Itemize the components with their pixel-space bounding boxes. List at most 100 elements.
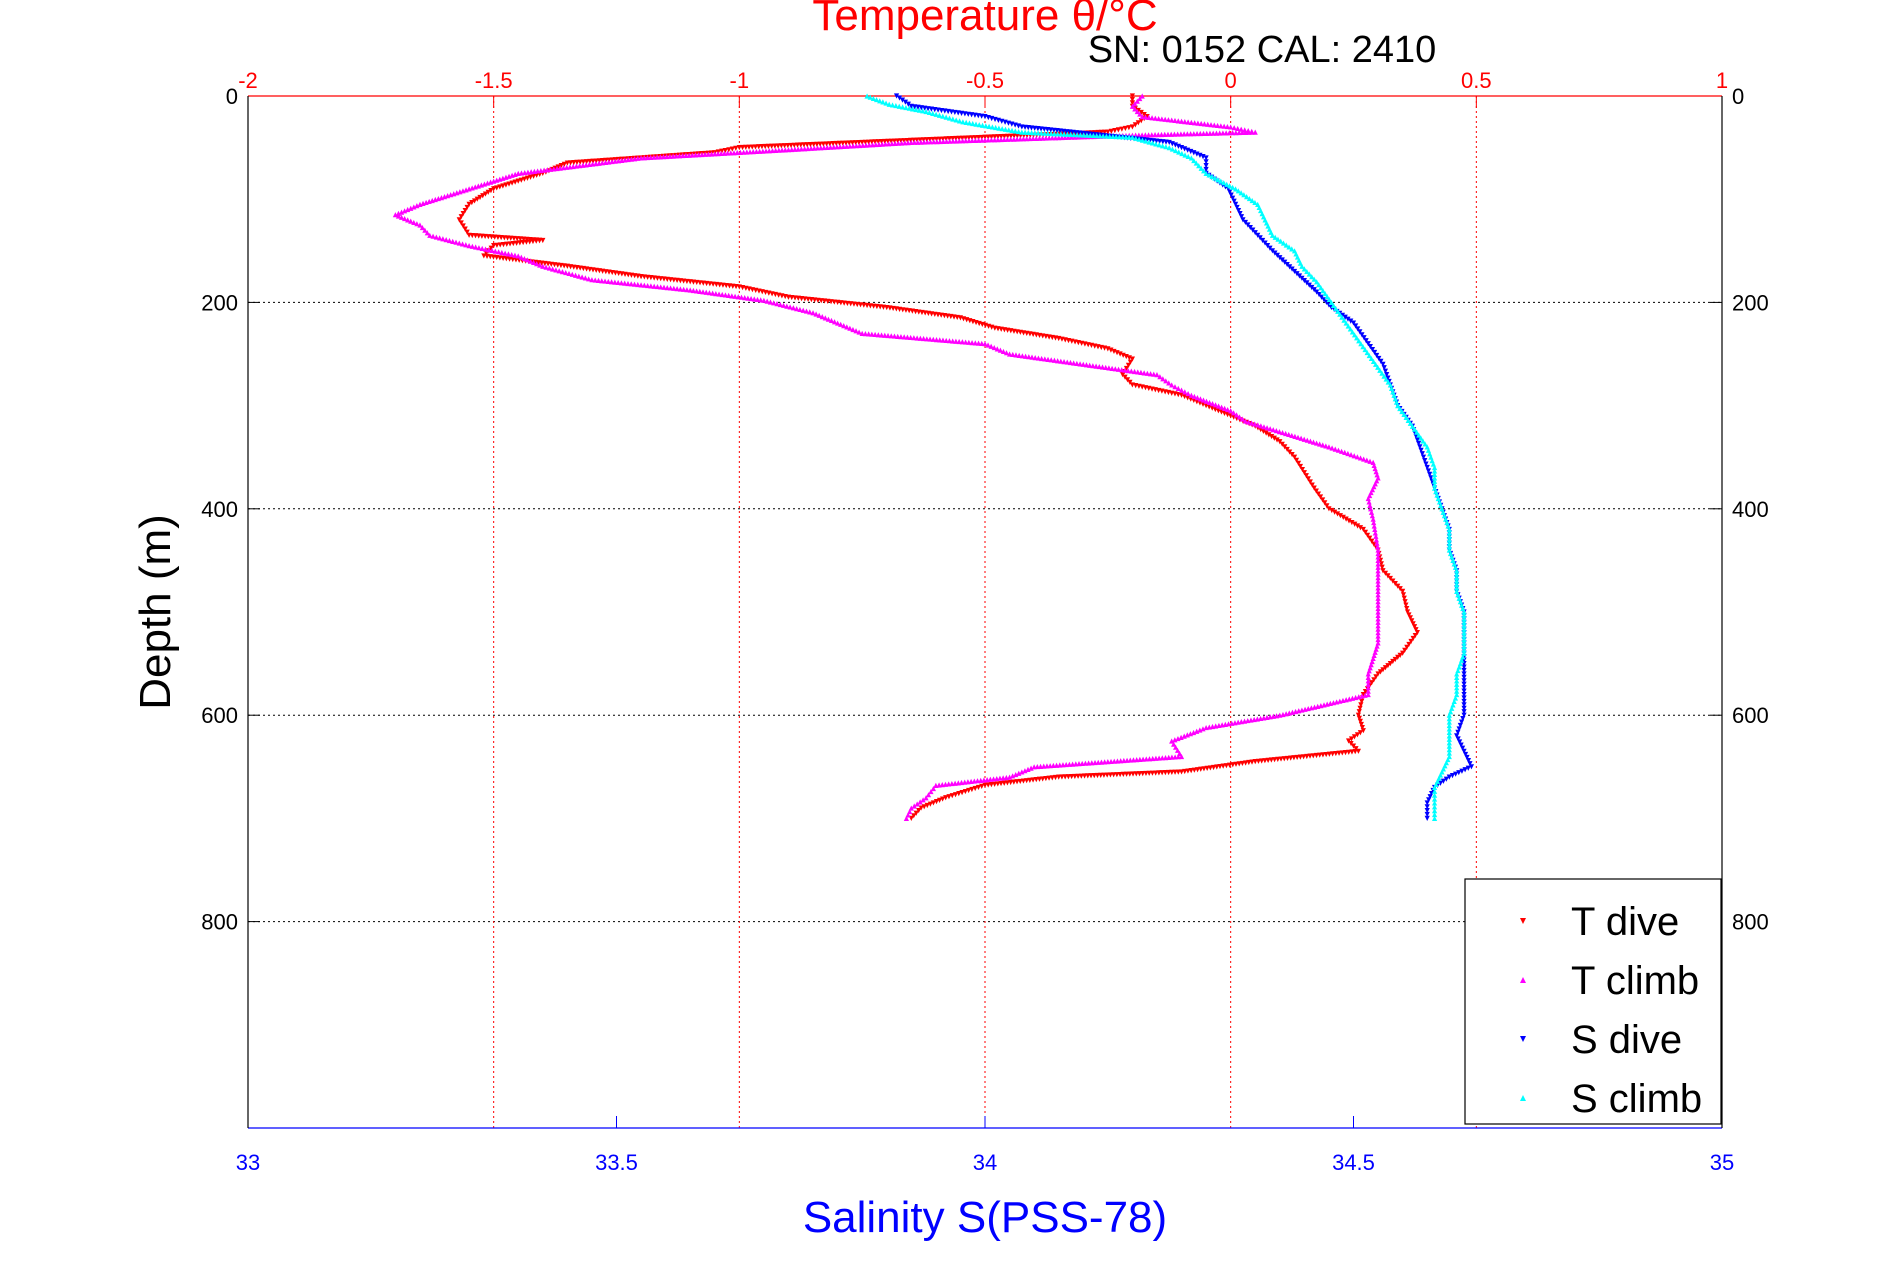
s-dive-point: [1374, 352, 1380, 359]
t-climb-point: [1014, 136, 1020, 142]
t-climb-point: [1017, 136, 1023, 142]
t-dive-point: [1355, 712, 1362, 718]
t-climb-point: [1375, 568, 1381, 574]
t-climb-point: [427, 232, 433, 238]
t-climb-point: [1083, 362, 1090, 368]
t-climb-point: [1077, 361, 1083, 367]
t-climb-point: [931, 139, 937, 145]
t-dive-point: [1402, 647, 1408, 653]
s-climb-point: [1431, 788, 1438, 794]
s-climb-point: [1370, 358, 1377, 364]
s-climb-point: [1431, 815, 1438, 821]
depth-tick-label-right: 0: [1732, 84, 1744, 109]
s-dive-point: [1461, 712, 1467, 718]
t-climb-point: [795, 146, 801, 152]
t-dive-point: [485, 189, 491, 195]
s-climb-point: [1446, 540, 1452, 546]
t-climb-point: [869, 142, 876, 148]
s-climb-point: [1431, 804, 1438, 810]
t-climb-point: [1343, 697, 1349, 703]
t-climb-point: [1261, 715, 1267, 721]
t-climb-point: [1197, 130, 1203, 137]
s-climb-point: [933, 111, 939, 117]
t-climb-point: [423, 199, 429, 206]
t-climb-point: [1233, 130, 1239, 136]
s-climb-point: [1301, 266, 1307, 272]
s-dive-point: [905, 101, 911, 107]
s-climb-point: [1416, 432, 1422, 438]
t-climb-point: [670, 153, 676, 159]
s-climb-point: [1163, 144, 1169, 150]
s-climb-point: [1286, 244, 1292, 250]
s-dive-point: [1309, 284, 1315, 291]
t-dive-point: [1410, 635, 1416, 642]
t-climb-point: [1301, 436, 1307, 442]
t-climb-point: [1375, 581, 1381, 588]
s-dive-point: [1235, 207, 1242, 214]
s-climb-point: [1375, 364, 1381, 370]
t-climb-point: [1157, 374, 1163, 380]
s-climb-point: [1235, 188, 1241, 194]
t-climb-point: [1013, 771, 1019, 778]
s-climb-point: [1169, 146, 1176, 152]
t-climb-point: [1321, 702, 1327, 708]
s-climb-point: [1345, 323, 1351, 329]
s-dive-point: [1456, 726, 1462, 732]
t-dive-point: [1348, 736, 1355, 742]
s-dive-point: [1420, 454, 1427, 460]
t-climb-point: [628, 156, 634, 162]
s-climb-point: [1289, 246, 1295, 252]
t-climb-point: [1289, 709, 1296, 715]
t-climb-point: [1324, 701, 1330, 707]
s-climb-point: [1061, 131, 1067, 137]
s-climb-point: [1446, 537, 1452, 543]
t-climb-point: [1270, 427, 1276, 433]
t-climb-point: [1334, 699, 1340, 705]
t-climb-point: [908, 139, 914, 146]
t-climb-point: [1118, 758, 1124, 764]
t-climb-point: [1206, 399, 1213, 406]
t-dive-point: [1129, 356, 1135, 362]
t-climb-point: [635, 155, 641, 161]
salinity-tick-label: 34: [973, 1150, 997, 1175]
s-dive-point: [1284, 261, 1290, 268]
t-climb-point: [802, 146, 808, 152]
t-climb-point: [988, 343, 994, 349]
s-dive-point: [1424, 808, 1430, 814]
s-climb-point: [1461, 633, 1467, 639]
t-climb-point: [831, 144, 837, 150]
t-climb-point: [478, 182, 484, 188]
t-climb-point: [1375, 599, 1381, 605]
t-climb-point: [1216, 722, 1222, 729]
axes: 0 0 200 200 400 400 600 600 800 800 -2 -1.5 -1 -0.5 0 0…: [201, 68, 1768, 1175]
t-climb-point: [819, 313, 825, 320]
t-climb-point: [699, 151, 705, 158]
t-climb-point: [825, 316, 831, 322]
t-climb-point: [676, 153, 683, 159]
t-climb-point: [497, 176, 503, 182]
s-climb-point: [877, 98, 883, 104]
t-climb-point: [1154, 372, 1160, 378]
t-climb-point: [687, 287, 693, 293]
s-dive-point: [1446, 774, 1452, 780]
t-climb-point: [1178, 118, 1185, 124]
t-dive-point: [1291, 454, 1298, 460]
t-climb-point: [1254, 716, 1260, 722]
t-climb-point: [1357, 455, 1364, 461]
t-dive-point: [1357, 730, 1363, 736]
t-climb-point: [1239, 129, 1245, 136]
t-climb-point: [443, 237, 449, 243]
t-climb-point: [1212, 402, 1219, 408]
s-climb-point: [1446, 747, 1452, 753]
t-dive-point: [1409, 618, 1415, 624]
t-dive-point: [1320, 497, 1326, 503]
t-climb-point: [972, 340, 978, 346]
t-dive-point: [1343, 516, 1349, 522]
t-climb-point: [920, 335, 927, 342]
t-climb-point: [1058, 358, 1064, 364]
t-climb-point: [1236, 129, 1242, 136]
t-climb-point: [924, 336, 930, 342]
s-dive-point: [1304, 280, 1310, 286]
t-climb-point: [495, 249, 502, 255]
s-climb-point: [1042, 130, 1048, 136]
